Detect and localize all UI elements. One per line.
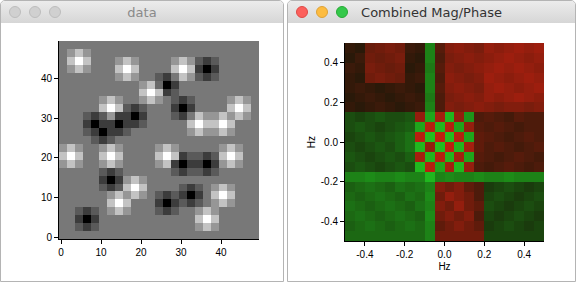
svg-text:10: 10: [95, 247, 107, 258]
svg-text:20: 20: [135, 247, 147, 258]
svg-text:0.2: 0.2: [477, 249, 491, 260]
svg-text:-0.2: -0.2: [321, 176, 339, 187]
svg-text:0.0: 0.0: [438, 249, 452, 260]
svg-text:0: 0: [46, 232, 52, 243]
svg-text:Hz: Hz: [306, 136, 317, 148]
svg-text:Hz: Hz: [438, 261, 450, 272]
svg-text:-0.4: -0.4: [356, 249, 374, 260]
svg-text:30: 30: [41, 113, 53, 124]
svg-text:0.0: 0.0: [324, 137, 338, 148]
svg-text:0.2: 0.2: [324, 97, 338, 108]
html-text:Combined Mag/Phase: Combined Mag/Phase: [361, 5, 502, 20]
svg-text:30: 30: [175, 247, 187, 258]
svg-text:0: 0: [58, 247, 64, 258]
svg-text:40: 40: [215, 247, 227, 258]
svg-text:40: 40: [41, 73, 53, 84]
svg-text:-0.2: -0.2: [396, 249, 414, 260]
svg-text:20: 20: [41, 152, 53, 163]
svg-text:0.4: 0.4: [517, 249, 531, 260]
svg-text:0.4: 0.4: [324, 57, 338, 68]
svg-text:-0.4: -0.4: [321, 216, 339, 227]
svg-text:10: 10: [41, 192, 53, 203]
html-text:data: data: [127, 5, 157, 20]
